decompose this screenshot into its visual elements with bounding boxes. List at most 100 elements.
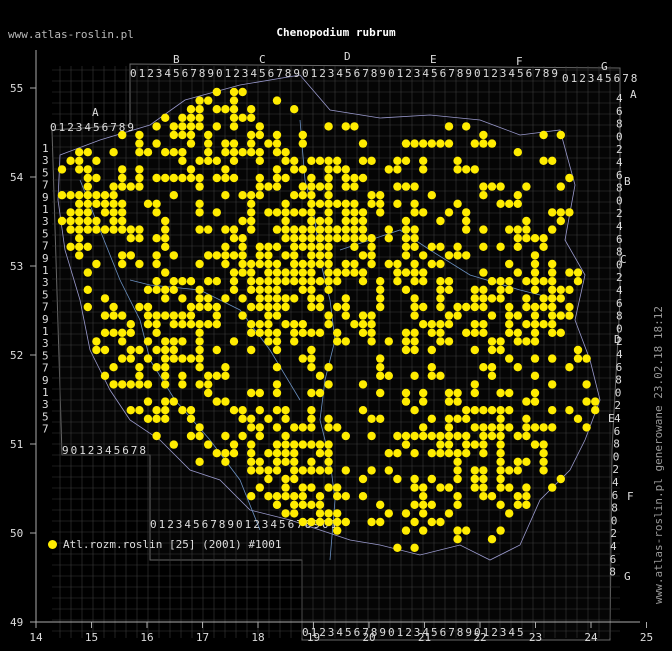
occurrence-dot	[100, 345, 110, 355]
occurrence-dot	[66, 242, 75, 251]
occurrence-dot	[470, 285, 479, 294]
occurrence-dot	[229, 268, 239, 277]
occurrence-dot	[436, 431, 445, 441]
occurrence-dot	[212, 208, 221, 217]
occurrence-dot	[178, 320, 187, 329]
occurrence-dot	[556, 216, 565, 226]
occurrence-dot	[307, 156, 316, 165]
grid-digit: 0	[388, 67, 395, 80]
occurrence-dot	[376, 388, 385, 398]
occurrence-dot	[401, 431, 411, 441]
occurrence-dot	[324, 509, 333, 518]
occurrence-dot	[358, 474, 368, 484]
occurrence-dot	[324, 165, 333, 174]
occurrence-dot	[315, 440, 325, 449]
occurrence-dot	[548, 208, 557, 217]
occurrence-dot	[247, 457, 256, 466]
occurrence-dot	[152, 122, 161, 131]
row-digit-right: 0	[615, 386, 622, 399]
occurrence-dot	[238, 216, 247, 226]
occurrence-dot	[186, 113, 196, 123]
row-letter: D	[614, 333, 621, 346]
occurrence-dot	[530, 440, 540, 449]
occurrence-dot	[100, 311, 110, 320]
occurrence-dot	[427, 259, 436, 269]
occurrence-dot	[229, 122, 239, 131]
occurrence-dot	[264, 414, 273, 423]
occurrence-dot	[479, 406, 488, 415]
occurrence-dot	[290, 500, 299, 509]
occurrence-dot	[143, 414, 153, 423]
occurrence-dot	[384, 337, 393, 346]
occurrence-dot	[195, 363, 204, 372]
occurrence-dot	[109, 363, 118, 372]
occurrence-dot	[161, 242, 170, 251]
occurrence-dot	[487, 371, 497, 380]
occurrence-dot	[315, 294, 325, 303]
occurrence-dot	[384, 225, 393, 234]
occurrence-dot	[195, 457, 204, 466]
occurrence-dot	[496, 406, 505, 415]
occurrence-dot	[66, 216, 75, 226]
occurrence-dot	[539, 302, 548, 312]
occurrence-dot	[195, 199, 204, 208]
occurrence-dot	[582, 380, 591, 389]
occurrence-dot	[333, 234, 342, 243]
occurrence-dot	[247, 328, 256, 337]
occurrence-dot	[204, 294, 213, 303]
occurrence-dot	[358, 380, 368, 389]
grid-digit: 8	[139, 444, 146, 457]
occurrence-dot	[290, 466, 299, 475]
occurrence-dot	[487, 337, 497, 346]
column-letter: A	[92, 106, 99, 119]
occurrence-dot	[281, 251, 290, 260]
occurrence-dot	[221, 165, 230, 174]
occurrence-dot	[410, 500, 419, 509]
occurrence-dot	[161, 380, 170, 389]
occurrence-dot	[109, 328, 118, 337]
occurrence-dot	[307, 216, 316, 226]
occurrence-dot	[548, 268, 557, 277]
occurrence-dot	[161, 414, 170, 423]
occurrence-dot	[341, 431, 350, 441]
occurrence-dot	[470, 423, 479, 432]
occurrence-dot	[204, 320, 213, 329]
occurrence-dot	[573, 414, 583, 423]
occurrence-dot	[212, 397, 221, 406]
occurrence-dot	[247, 130, 256, 140]
occurrence-dot	[367, 199, 376, 208]
occurrence-dot	[522, 431, 531, 441]
occurrence-dot	[315, 182, 325, 191]
occurrence-dot	[436, 242, 445, 251]
occurrence-dot	[505, 225, 514, 234]
occurrence-dot	[522, 414, 531, 423]
occurrence-dot	[247, 277, 256, 286]
occurrence-dot	[513, 492, 522, 501]
occurrence-dot	[247, 225, 256, 234]
grid-digit: 0	[474, 67, 481, 80]
occurrence-dot	[470, 483, 479, 492]
occurrence-dot	[358, 216, 368, 226]
grid-digit: 0	[130, 67, 137, 80]
occurrence-dot	[444, 483, 454, 492]
occurrence-dot	[264, 492, 273, 501]
occurrence-dot	[358, 139, 368, 148]
occurrence-dot	[272, 173, 282, 183]
occurrence-dot	[126, 345, 135, 355]
occurrence-dot	[436, 371, 445, 380]
grid-digit: 3	[242, 67, 249, 80]
occurrence-dot	[565, 363, 574, 372]
occurrence-dot	[204, 148, 213, 157]
row-letter: G	[624, 570, 631, 583]
x-tick-label: 22	[473, 631, 486, 644]
occurrence-dot	[126, 225, 135, 234]
occurrence-dot	[462, 165, 471, 174]
occurrence-dot	[522, 225, 531, 234]
occurrence-dot	[530, 285, 540, 294]
occurrence-dot	[255, 388, 264, 398]
occurrence-dot	[324, 449, 333, 458]
row-digit-right: 6	[616, 233, 623, 246]
occurrence-dot	[281, 406, 290, 415]
site-url[interactable]: www.atlas-roslin.pl	[8, 28, 134, 41]
grid-digit: 5	[93, 121, 100, 134]
